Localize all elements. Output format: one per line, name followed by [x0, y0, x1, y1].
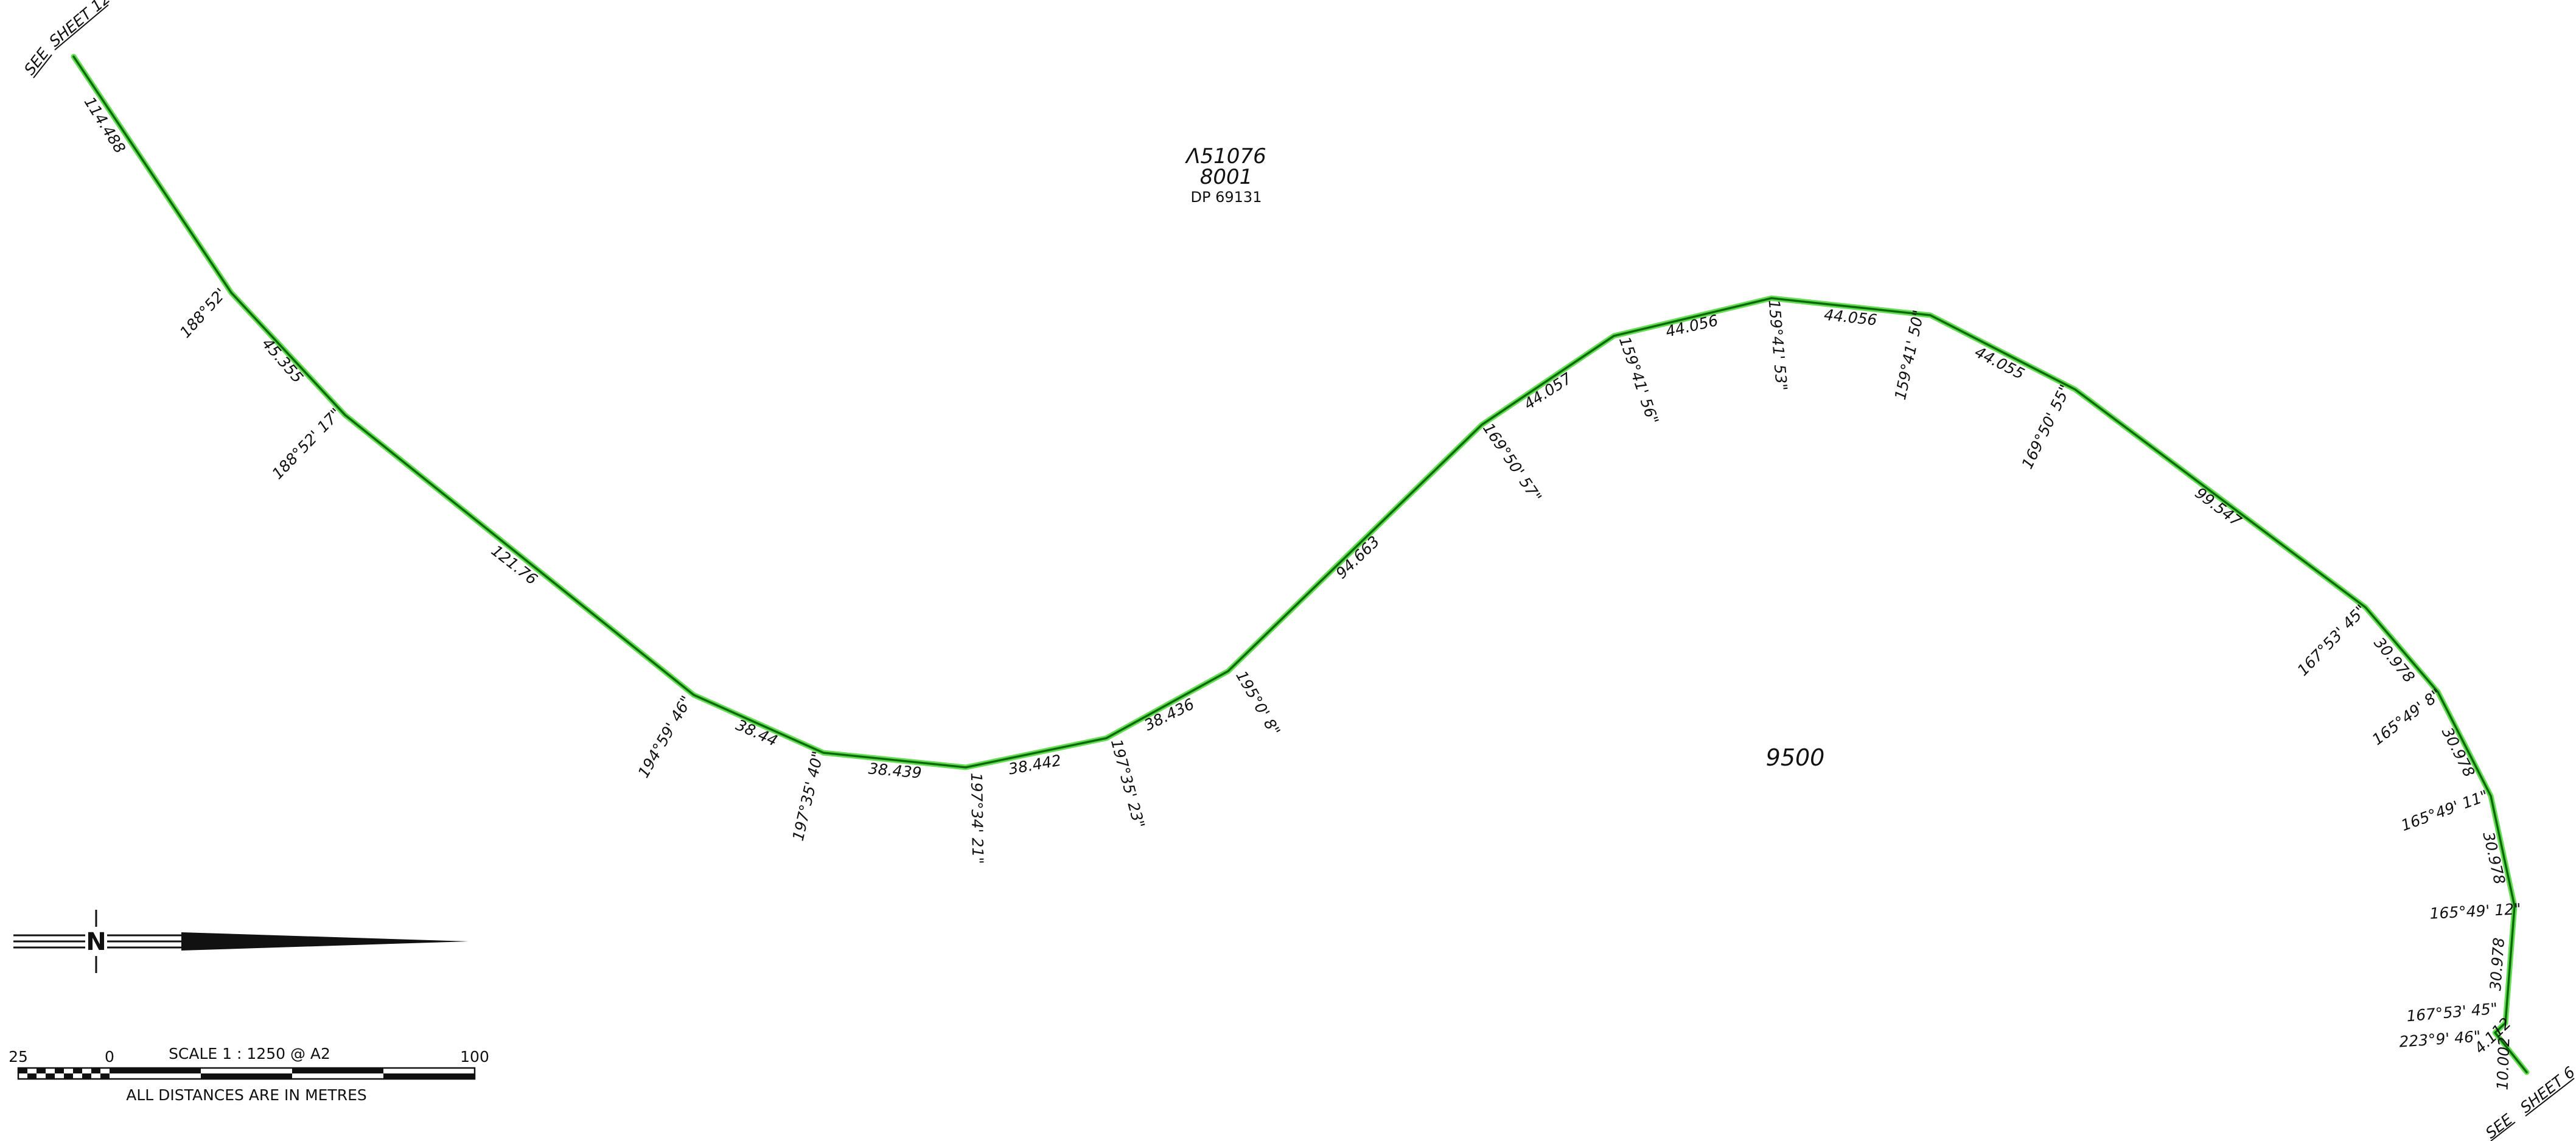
- lot-identification: Λ51076 8001 DP 69131 9500: [1184, 144, 1824, 771]
- boundary-angles: 188°52' 188°52' 17" 194°59' 46" 197°35' …: [176, 285, 2521, 1051]
- boundary-glow: [71, 54, 2530, 1075]
- sheet-reference-top: SEE SHEET 12: [21, 0, 114, 79]
- north-letter: N: [86, 928, 106, 956]
- north-arrow: N: [13, 910, 469, 973]
- angle-label: 167°53' 45": [2294, 601, 2370, 679]
- sheet-underline-top: [54, 4, 109, 51]
- distance-label: 30.978: [2487, 937, 2508, 991]
- distance-label: 30.978: [2438, 725, 2479, 780]
- distance-label: 38.439: [868, 759, 923, 782]
- angle-label: 165°49' 8": [2369, 685, 2445, 748]
- plan-reference: DP 69131: [1191, 189, 1262, 206]
- angle-label: 197°34' 21": [968, 773, 987, 865]
- lot-number-value: 51076: [1201, 144, 1266, 169]
- lot-boundary: [71, 54, 2530, 1075]
- angle-label: 159°41' 53": [1765, 299, 1790, 391]
- angle-label: 165°49' 11": [2399, 787, 2491, 835]
- scale-right-value: 100: [460, 1048, 489, 1066]
- distance-label: 10.002: [2493, 1036, 2513, 1090]
- lot-number: Λ51076: [1184, 144, 1266, 169]
- angle-label: 159°41' 56": [1616, 335, 1662, 427]
- north-arrow-head: [181, 932, 469, 951]
- angle-label: 223°9' 46": [2398, 1027, 2481, 1050]
- distance-label: 45.355: [259, 335, 307, 386]
- angle-label: 188°52' 17": [268, 405, 344, 483]
- angle-label: 197°35' 23": [1108, 738, 1148, 831]
- scale-segment-dark: [292, 1068, 383, 1073]
- scale-segment-dark: [383, 1073, 475, 1079]
- angle-label: 195°0' 8": [1232, 668, 1283, 739]
- scale-segment-dark: [110, 1068, 201, 1073]
- angle-label: 169°50' 57": [1479, 420, 1545, 506]
- scale-left-value: 25: [9, 1048, 28, 1066]
- angle-label: 159°41' 50": [1891, 309, 1928, 402]
- distance-label: 94.663: [1333, 532, 1383, 582]
- scale-zero-value: 0: [105, 1048, 114, 1066]
- sheet-label-top: SHEET 12: [46, 0, 114, 51]
- adjoining-lot-number: 9500: [1766, 744, 1825, 771]
- scale-title: SCALE 1 : 1250 @ A2: [169, 1045, 330, 1062]
- lot-prefix-symbol: Λ: [1184, 144, 1200, 169]
- angle-label: 167°53' 45": [2406, 1000, 2498, 1025]
- angle-label: 165°49' 12": [2429, 900, 2521, 923]
- scale-checkers: [18, 1068, 110, 1079]
- angle-label: 188°52': [176, 285, 230, 341]
- boundary-line: [72, 55, 2528, 1073]
- sheet-underline-bottom: [2525, 1078, 2575, 1117]
- angle-label: 194°59' 46": [635, 693, 696, 781]
- sublot-number: 8001: [1200, 165, 1253, 189]
- angle-label: 197°35' 40": [789, 750, 827, 843]
- distance-label: 99.547: [2191, 484, 2244, 530]
- see-underline-top: [33, 54, 52, 79]
- angle-label: 169°50' 55": [2018, 382, 2074, 472]
- scale-bar-outline: [17, 1067, 476, 1080]
- north-letter-mask: [85, 929, 107, 954]
- scale-segment-dark: [201, 1073, 292, 1079]
- units-note: ALL DISTANCES ARE IN METRES: [126, 1086, 367, 1104]
- scale-bar: SCALE 1 : 1250 @ A2 25 0 100 ALL DISTANC…: [9, 1045, 489, 1104]
- see-underline-bottom: [2490, 1122, 2516, 1141]
